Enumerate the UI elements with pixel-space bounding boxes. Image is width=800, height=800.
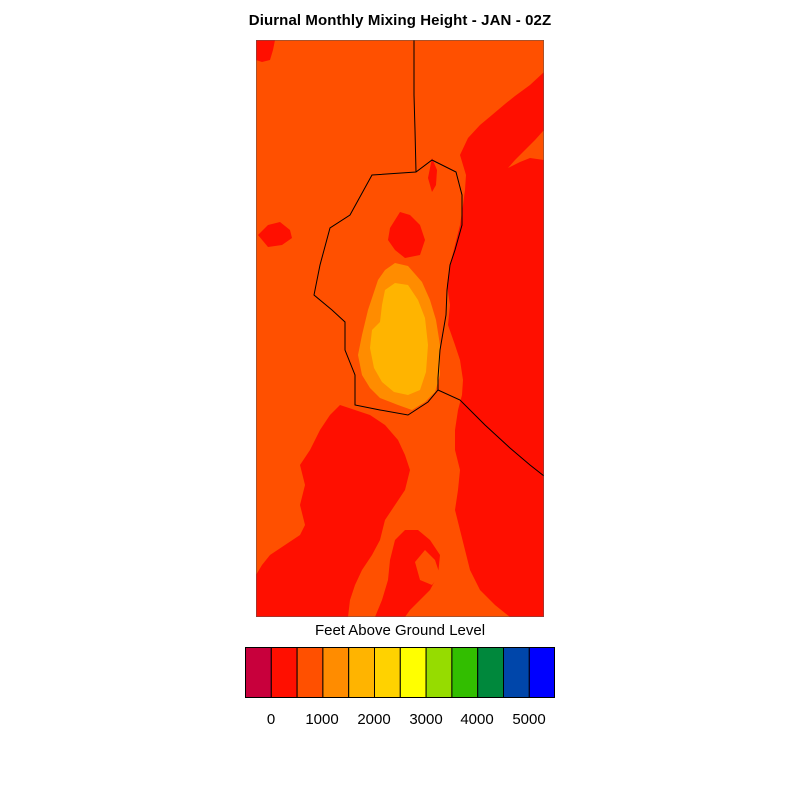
colorbar-tick-label: 0 — [266, 711, 276, 728]
plot-title: Diurnal Monthly Mixing Height - JAN - 02… — [248, 12, 552, 29]
contour-level-0-500-west-lower — [256, 405, 410, 617]
contour-level-500-1000-pocket — [415, 550, 440, 585]
legend-title: Feet Above Ground Level — [314, 622, 486, 639]
contour-level-0-500-northwest — [256, 40, 275, 62]
colorbar-swatch — [296, 647, 324, 698]
contour-level-0-500-east-notch — [508, 130, 544, 168]
colorbar — [245, 647, 555, 698]
contour-level-0-500-north-sliver — [428, 158, 437, 192]
colorbar-tick-label: 3000 — [409, 711, 443, 728]
contour-map — [256, 40, 544, 617]
contour-level-1500-2000 — [370, 283, 428, 395]
colorbar-swatch — [245, 647, 272, 698]
colorbar-swatch — [528, 647, 555, 698]
colorbar-tick-label: 5000 — [512, 711, 546, 728]
colorbar-swatch — [322, 647, 350, 698]
colorbar-swatch — [270, 647, 298, 698]
colorbar-swatch — [374, 647, 401, 698]
colorbar-swatch — [348, 647, 375, 698]
colorbar-swatch — [503, 647, 530, 698]
colorbar-swatch — [451, 647, 479, 698]
colorbar-swatch — [399, 647, 427, 698]
colorbar-swatch — [425, 647, 453, 698]
colorbar-tick-label: 1000 — [305, 711, 339, 728]
colorbar-tick-label: 2000 — [357, 711, 391, 728]
contour-level-0-500-east — [447, 72, 544, 617]
contour-level-0-500-west-blob — [258, 222, 292, 247]
contour-level-0-500-center-blob — [388, 212, 425, 258]
colorbar-swatch — [477, 647, 504, 698]
colorbar-tick-label: 4000 — [460, 711, 494, 728]
state-boundaries — [313, 40, 544, 477]
